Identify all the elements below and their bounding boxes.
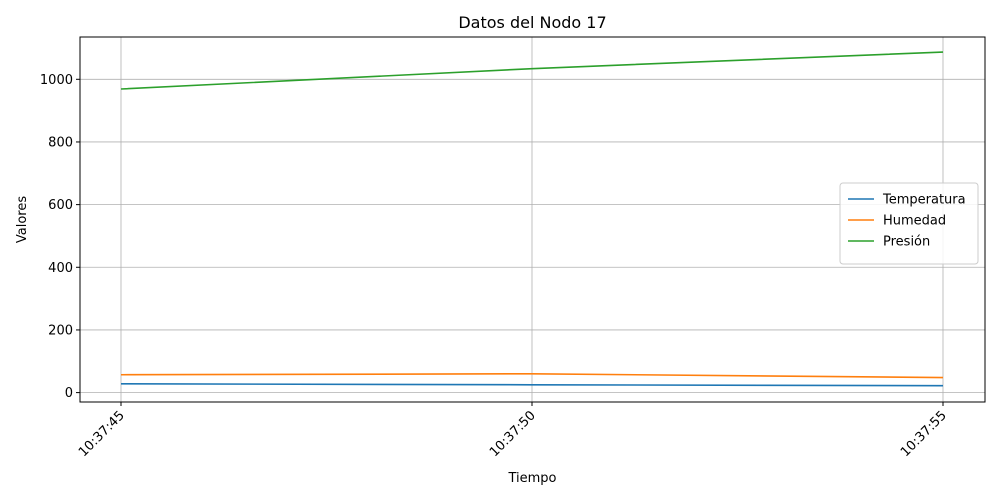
chart-title: Datos del Nodo 17 bbox=[458, 13, 606, 32]
y-axis-title: Valores bbox=[15, 196, 30, 243]
legend-label: Presión bbox=[883, 235, 930, 250]
y-tick-label: 600 bbox=[48, 198, 73, 213]
legend-label: Humedad bbox=[883, 214, 946, 229]
y-tick-label: 400 bbox=[48, 261, 73, 276]
y-tick-label: 200 bbox=[48, 323, 73, 338]
x-axis-title: Tiempo bbox=[507, 471, 556, 486]
y-tick-label: 800 bbox=[48, 135, 73, 150]
series-lines bbox=[120, 51, 944, 387]
y-axis-ticks: 0 200 400 600 800 1000 bbox=[40, 73, 80, 401]
series-line-presión bbox=[120, 51, 944, 90]
y-tick-label: 1000 bbox=[40, 73, 73, 88]
legend-label: Temperatura bbox=[882, 193, 966, 208]
legend-box bbox=[839, 182, 979, 265]
series-line-temperatura bbox=[120, 383, 944, 387]
grid-lines bbox=[80, 37, 985, 402]
y-tick-label: 0 bbox=[65, 386, 73, 401]
series-line-humedad bbox=[120, 373, 944, 379]
legend: Temperatura Humedad Presión bbox=[839, 182, 979, 265]
